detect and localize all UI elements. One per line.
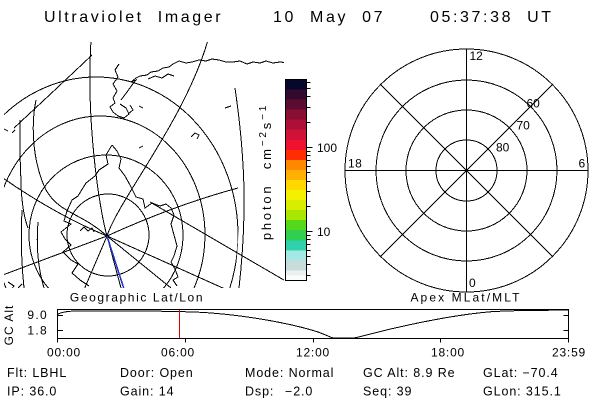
svg-text:00:00: 00:00 <box>47 346 81 360</box>
svg-text:18: 18 <box>348 157 362 171</box>
svg-text:1.8: 1.8 <box>27 324 48 338</box>
svg-text:Apex MLat/MLT: Apex MLat/MLT <box>410 291 521 305</box>
svg-text:12: 12 <box>470 49 484 63</box>
svg-text:GC Alt: 8.9 Re: GC Alt: 8.9 Re <box>363 366 456 380</box>
svg-text:Dsp:: Dsp: <box>245 385 274 399</box>
svg-text:23:59: 23:59 <box>552 346 586 360</box>
svg-text:Flt: LBHL: Flt: LBHL <box>7 366 67 380</box>
svg-text:18:00: 18:00 <box>431 346 465 360</box>
svg-text:photon cm−2s−1: photon cm−2s−1 <box>258 103 274 240</box>
svg-text:60: 60 <box>527 97 541 111</box>
svg-text:6: 6 <box>579 157 586 171</box>
svg-text:GC Alt: GC Alt <box>2 305 16 346</box>
svg-text:05:37:38 UT: 05:37:38 UT <box>430 9 554 26</box>
svg-text:06:00: 06:00 <box>161 346 195 360</box>
svg-text:Door: Open: Door: Open <box>120 366 194 380</box>
svg-text:10: 10 <box>317 225 331 239</box>
svg-text:Geographic Lat/Lon: Geographic Lat/Lon <box>70 291 204 305</box>
svg-text:Ultraviolet Imager: Ultraviolet Imager <box>44 9 223 26</box>
svg-text:GLat: −70.4: GLat: −70.4 <box>483 366 559 380</box>
svg-text:−2.0: −2.0 <box>285 385 313 399</box>
svg-text:GLon: 315.1: GLon: 315.1 <box>483 385 562 399</box>
svg-text:Seq: 39: Seq: 39 <box>363 385 412 399</box>
svg-text:70: 70 <box>517 119 531 133</box>
svg-text:IP: 36.0: IP: 36.0 <box>7 385 57 399</box>
svg-text:Gain: 14: Gain: 14 <box>120 385 174 399</box>
svg-text:12:00: 12:00 <box>296 346 330 360</box>
svg-text:100: 100 <box>317 141 337 155</box>
svg-text:Mode: Normal: Mode: Normal <box>245 366 334 380</box>
svg-text:80: 80 <box>496 141 510 155</box>
svg-text:0: 0 <box>469 276 476 290</box>
svg-text:9.0: 9.0 <box>27 308 48 322</box>
svg-text:10 May 07: 10 May 07 <box>273 9 385 26</box>
